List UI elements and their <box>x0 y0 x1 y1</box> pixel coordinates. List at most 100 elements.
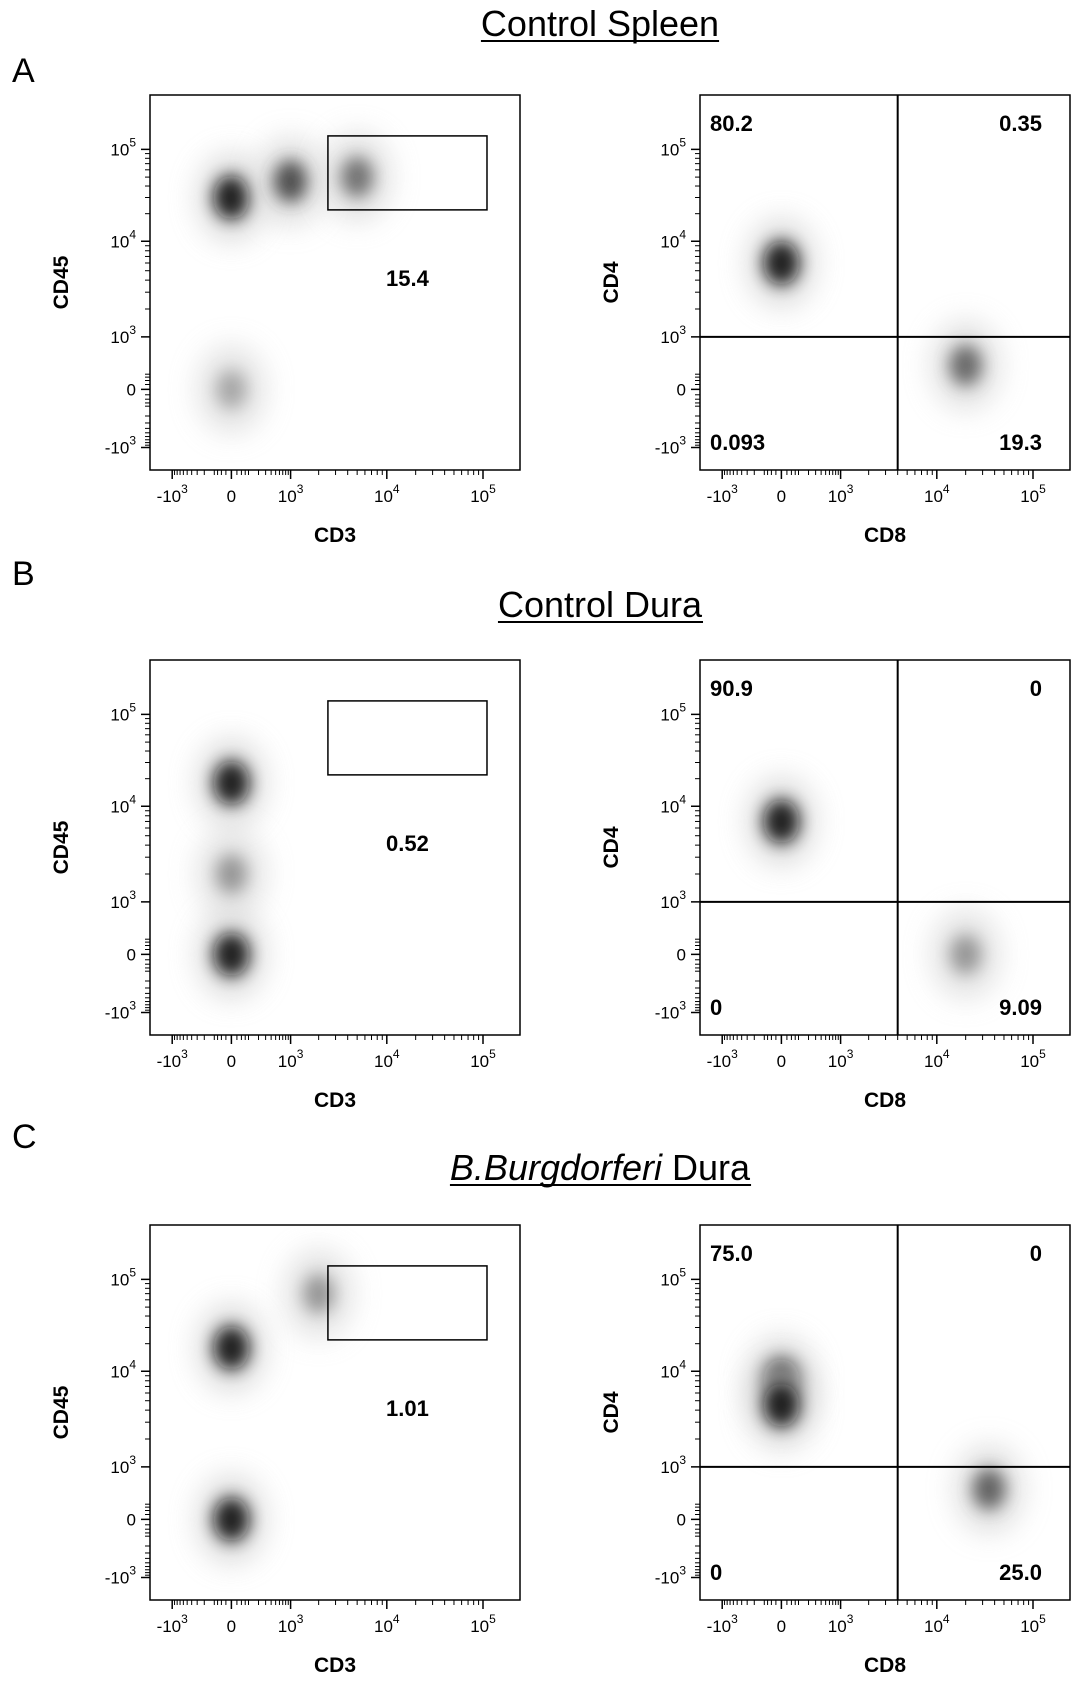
x-axis-label: CD3 <box>314 524 356 547</box>
quadrant-bottom-left-value: 0 <box>710 995 722 1020</box>
quadrant-top-left-value: 90.9 <box>710 676 753 701</box>
density-core <box>216 854 247 894</box>
x-tick-label: 104 <box>924 482 950 506</box>
panel-header-a: A Control Spleen <box>12 3 720 90</box>
x-tick-label: -103 <box>707 482 739 506</box>
x-tick-label: 103 <box>278 1612 304 1636</box>
y-tick-label: 105 <box>110 1265 136 1289</box>
plot-frame <box>699 94 1071 471</box>
plot-frame <box>699 659 1071 1036</box>
y-axis-label: CD45 <box>50 255 73 309</box>
y-tick-label: 0 <box>677 380 686 399</box>
x-tick-label: -103 <box>157 482 189 506</box>
cd3-gate <box>327 135 488 211</box>
density-layer <box>747 218 1000 410</box>
quadrant-top-left-value: 75.0 <box>710 1241 753 1266</box>
density-layer <box>197 133 392 434</box>
gate-percentage: 0.52 <box>386 831 429 856</box>
density-core <box>763 240 800 285</box>
density-core <box>213 932 250 977</box>
density-core <box>949 345 982 386</box>
y-tick-label: 0 <box>127 380 136 399</box>
x-tick-label: 105 <box>470 1612 496 1636</box>
cd3-gate <box>327 700 488 776</box>
panel-header-c: C B.Burgdorferi Dura <box>12 1118 752 1188</box>
quadrant-top-right-value: 0.35 <box>999 111 1042 136</box>
quadrant-bottom-right-value: 19.3 <box>999 430 1042 455</box>
x-tick-label: 0 <box>227 487 236 506</box>
y-tick-label: -103 <box>655 999 687 1023</box>
x-tick-label: 0 <box>227 1052 236 1071</box>
y-tick-label: -103 <box>655 1564 687 1588</box>
gate-percentage: 1.01 <box>386 1396 429 1421</box>
density-core <box>341 157 374 198</box>
panel-letter: A <box>12 52 35 90</box>
y-tick-label: 0 <box>127 1510 136 1529</box>
y-tick-label: 104 <box>110 792 136 816</box>
x-tick-label: 104 <box>374 1612 400 1636</box>
panel-title: B.Burgdorferi Dura <box>450 1147 751 1188</box>
y-tick-label: 103 <box>110 1453 136 1477</box>
plot-b-gate: -103 0 103 104 105 -103 0 103 104 105 CD3 CD45 0.52 <box>50 659 521 1112</box>
cd3-gate <box>327 1265 488 1341</box>
density-core <box>213 760 250 805</box>
y-tick-label: 103 <box>110 888 136 912</box>
x-tick-label: 104 <box>374 1047 400 1071</box>
x-axis-label: CD8 <box>864 524 906 547</box>
x-tick-label: 0 <box>777 487 786 506</box>
x-tick-label: 104 <box>924 1047 950 1071</box>
x-tick-label: 103 <box>828 482 854 506</box>
quadrant-bottom-right-value: 25.0 <box>999 1560 1042 1585</box>
x-axis-label: CD3 <box>314 1089 356 1112</box>
y-tick-label: 103 <box>660 323 686 347</box>
y-tick-label: 105 <box>110 700 136 724</box>
y-tick-label: -103 <box>105 1564 137 1588</box>
y-axis-label: CD4 <box>600 1391 623 1433</box>
quadrant-top-right-value: 0 <box>1030 676 1042 701</box>
y-tick-label: 104 <box>660 227 686 251</box>
density-core <box>213 1325 250 1370</box>
y-tick-label: 105 <box>660 1265 686 1289</box>
x-tick-label: 0 <box>777 1617 786 1636</box>
x-tick-label: 0 <box>777 1052 786 1071</box>
y-tick-label: 103 <box>660 888 686 912</box>
y-tick-label: 103 <box>110 323 136 347</box>
y-tick-label: 0 <box>677 1510 686 1529</box>
quadrant-top-left-value: 80.2 <box>710 111 753 136</box>
panel-letter: C <box>12 1118 37 1156</box>
panel-title: Control Dura <box>498 584 703 625</box>
x-tick-label: 105 <box>1020 1612 1046 1636</box>
x-tick-label: 105 <box>470 482 496 506</box>
y-tick-label: 104 <box>110 227 136 251</box>
x-tick-label: 104 <box>924 1612 950 1636</box>
x-tick-label: 105 <box>1020 482 1046 506</box>
x-tick-label: 103 <box>278 1047 304 1071</box>
x-tick-label: -103 <box>707 1612 739 1636</box>
y-axis-label: CD45 <box>50 1385 73 1439</box>
x-tick-label: -103 <box>707 1047 739 1071</box>
panel-header-b: B Control Dura <box>12 555 704 625</box>
y-tick-label: 0 <box>677 945 686 964</box>
density-layer <box>197 1249 353 1564</box>
y-tick-label: 103 <box>660 1453 686 1477</box>
plot-frame <box>149 94 521 471</box>
density-core <box>216 370 247 409</box>
y-tick-label: -103 <box>655 434 687 458</box>
quadrant-bottom-left-value: 0 <box>710 1560 722 1585</box>
density-layer <box>747 1336 1024 1534</box>
quadrant-bottom-left-value: 0.093 <box>710 430 765 455</box>
x-tick-label: 0 <box>227 1617 236 1636</box>
density-core <box>213 1497 250 1542</box>
y-tick-label: 105 <box>110 135 136 159</box>
plot-frame <box>149 1224 521 1601</box>
x-tick-label: 104 <box>374 482 400 506</box>
y-tick-label: 104 <box>660 1357 686 1381</box>
x-tick-label: -103 <box>157 1612 189 1636</box>
x-tick-label: 103 <box>828 1047 854 1071</box>
density-core <box>273 160 308 203</box>
density-layer <box>197 738 266 999</box>
y-axis-label: CD4 <box>600 261 623 303</box>
x-axis-label: CD3 <box>314 1654 356 1677</box>
y-tick-label: 104 <box>660 792 686 816</box>
